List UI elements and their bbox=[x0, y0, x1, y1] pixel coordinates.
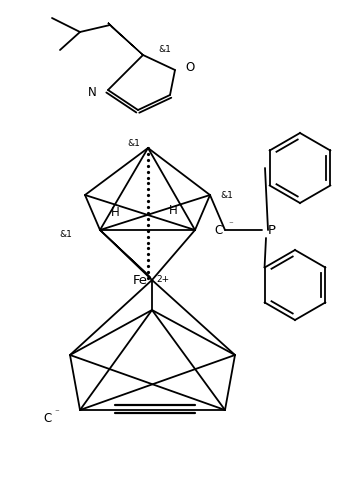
Text: O: O bbox=[185, 62, 194, 74]
Text: 2+: 2+ bbox=[156, 276, 169, 284]
Text: H: H bbox=[169, 204, 177, 216]
Text: &1: &1 bbox=[59, 230, 72, 240]
Text: Fe: Fe bbox=[133, 274, 148, 287]
Text: &1: &1 bbox=[158, 46, 171, 54]
Text: &1: &1 bbox=[127, 139, 140, 147]
Text: P: P bbox=[268, 224, 276, 237]
Text: &1: &1 bbox=[220, 191, 233, 199]
Polygon shape bbox=[100, 230, 151, 278]
Text: C: C bbox=[44, 412, 52, 424]
Text: ⁻: ⁻ bbox=[228, 221, 233, 229]
Text: N: N bbox=[88, 87, 97, 100]
Text: ⁻: ⁻ bbox=[54, 409, 59, 417]
Text: H: H bbox=[110, 206, 119, 219]
Polygon shape bbox=[108, 23, 143, 55]
Text: C: C bbox=[215, 224, 223, 237]
